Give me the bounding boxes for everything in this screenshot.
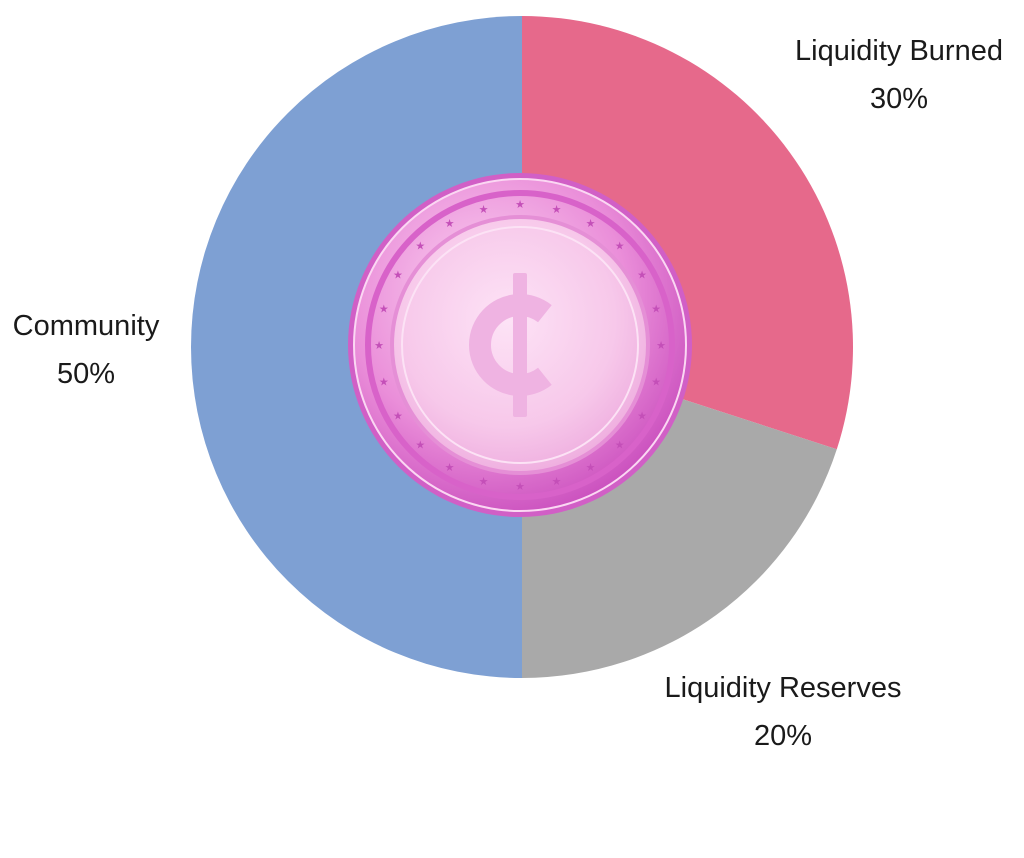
slice-value-community: 50%: [57, 358, 115, 390]
coin-star-icon: ★: [393, 410, 403, 423]
coin-star-icon: ★: [651, 376, 661, 389]
coin-star-icon: ★: [615, 239, 625, 252]
coin-star-icon: ★: [656, 339, 666, 352]
coin-star-icon: ★: [479, 475, 489, 488]
coin-star-icon: ★: [445, 217, 455, 230]
slice-value-liquidity-burned: 30%: [870, 83, 928, 115]
coin-star-icon: ★: [415, 439, 425, 452]
slice-label-liquidity-reserves: Liquidity Reserves: [665, 672, 902, 704]
coin-star-icon: ★: [374, 339, 384, 352]
coin-star-icon: ★: [552, 203, 562, 216]
coin-star-icon: ★: [445, 461, 455, 474]
coin-star-icon: ★: [379, 376, 389, 389]
coin-star-icon: ★: [393, 269, 403, 282]
coin-star-icon: ★: [515, 198, 525, 211]
slice-value-liquidity-reserves: 20%: [754, 720, 812, 752]
coin-star-icon: ★: [586, 217, 596, 230]
coin-star-icon: ★: [552, 475, 562, 488]
coin-star-icon: ★: [615, 439, 625, 452]
slice-label-community: Community: [13, 310, 160, 342]
coin-star-icon: ★: [479, 203, 489, 216]
coin-rim-ridge: [365, 190, 675, 500]
slice-label-liquidity-burned: Liquidity Burned: [795, 35, 1003, 67]
cent-coin-icon: ★ ★ ★ ★ ★ ★ ★ ★ ★ ★ ★ ★ ★ ★ ★ ★ ★ ★ ★ ★ ★ ★ ★ ★: [348, 173, 692, 517]
coin-star-icon: ★: [637, 410, 647, 423]
cent-symbol-bar: [513, 273, 527, 417]
coin-star-icon: ★: [637, 269, 647, 282]
coin-star-icon: ★: [415, 239, 425, 252]
pie-labels: Liquidity Burned 30% Liquidity Reserves …: [13, 35, 1003, 752]
coin-star-icon: ★: [586, 461, 596, 474]
coin-star-icon: ★: [379, 303, 389, 316]
coin-star-icon: ★: [651, 303, 661, 316]
coin-face-ring: [401, 226, 639, 464]
coin-star-icon: ★: [515, 480, 525, 493]
